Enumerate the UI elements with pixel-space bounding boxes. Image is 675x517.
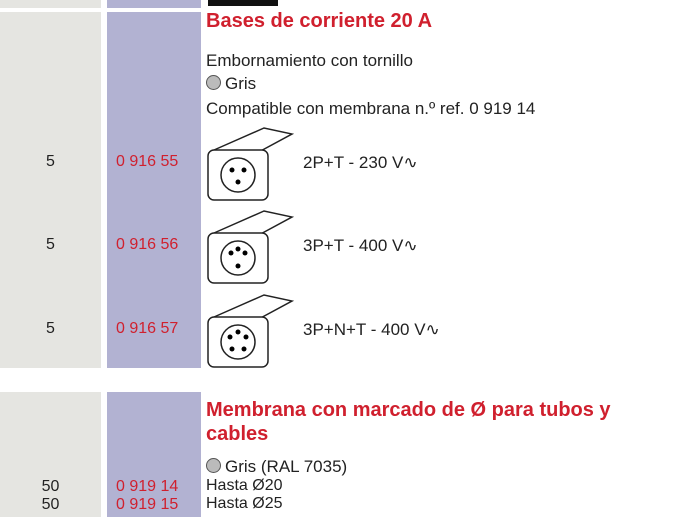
section-title: Membrana con marcado de Ø para tubos y c… <box>206 399 611 445</box>
desc: 3P+N+T - 400 V∿ <box>303 320 440 339</box>
section-title: Bases de corriente 20 A <box>206 10 433 32</box>
column-bg <box>0 392 101 517</box>
ref: 0 919 15 <box>116 496 179 513</box>
text: Gris <box>225 74 257 93</box>
color-line: Gris <box>206 74 256 94</box>
color-line: Gris (RAL 7035) <box>206 457 347 477</box>
ref: 0 916 56 <box>116 236 179 253</box>
desc: Hasta Ø25 <box>206 495 283 512</box>
ref: 0 916 55 <box>116 153 179 170</box>
column-bg <box>107 12 201 368</box>
socket-icon <box>207 210 295 284</box>
text: Compatible con membrana n.º ref. 0 919 1… <box>206 99 536 118</box>
socket-icon <box>207 127 295 201</box>
qty: 50 <box>41 478 60 495</box>
ref: 0 919 14 <box>116 478 179 495</box>
ref: 0 916 57 <box>116 320 179 337</box>
desc: Hasta Ø20 <box>206 477 283 494</box>
color-dot <box>206 458 221 473</box>
qty: 5 <box>46 153 55 170</box>
column-bg <box>107 0 201 8</box>
qty: 5 <box>46 320 55 337</box>
text: Embornamiento con tornillo <box>206 51 413 70</box>
column-bg <box>0 12 101 368</box>
qty: 50 <box>41 496 60 513</box>
color-dot <box>206 75 221 90</box>
desc: 2P+T - 230 V∿ <box>303 153 418 172</box>
desc: 3P+T - 400 V∿ <box>303 236 418 255</box>
qty: 5 <box>46 236 55 253</box>
socket-icon <box>207 294 295 368</box>
cut-heading <box>208 0 278 6</box>
column-bg <box>0 0 101 8</box>
text: Gris (RAL 7035) <box>225 457 348 476</box>
column-bg <box>107 392 201 517</box>
